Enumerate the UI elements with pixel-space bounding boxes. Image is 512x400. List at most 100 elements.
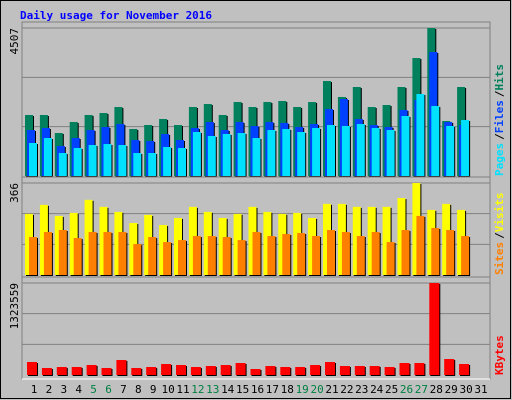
- bar: [205, 365, 216, 375]
- bar: [252, 138, 261, 176]
- bar: [416, 94, 425, 176]
- y-tick-label: 4507: [8, 28, 21, 55]
- bar: [148, 153, 157, 176]
- bar: [161, 363, 172, 375]
- bar: [43, 232, 52, 275]
- bar: [163, 242, 172, 275]
- bar: [190, 366, 201, 375]
- bar: [86, 364, 97, 375]
- bar: [207, 236, 216, 275]
- bar: [297, 131, 306, 176]
- bar: [416, 215, 425, 275]
- bar: [163, 147, 172, 176]
- x-tick-label: 5: [90, 383, 97, 396]
- chart-title: Daily usage for November 2016: [20, 9, 212, 22]
- bar: [133, 153, 142, 176]
- bar: [386, 242, 395, 275]
- bar: [371, 232, 380, 275]
- bar: [146, 366, 157, 375]
- bar: [341, 232, 350, 275]
- x-tick-label: 3: [60, 383, 67, 396]
- bar: [401, 230, 410, 275]
- x-tick-label: 30: [459, 383, 472, 396]
- bar: [312, 236, 321, 275]
- bar: [401, 116, 410, 176]
- bar: [282, 129, 291, 176]
- bar: [103, 144, 112, 176]
- bar: [73, 238, 82, 275]
- legend: Pages/Files/Hits: [493, 64, 506, 176]
- bar: [341, 125, 350, 176]
- bar: [399, 362, 410, 375]
- x-tick-label: 15: [236, 383, 249, 396]
- bar: [310, 364, 321, 375]
- x-tick-label: 13: [206, 383, 219, 396]
- legend-entry: Visits: [493, 193, 506, 233]
- bar: [29, 237, 37, 275]
- bar: [58, 153, 67, 176]
- bar: [220, 364, 231, 375]
- bar: [222, 134, 231, 176]
- bar: [88, 145, 97, 176]
- legend-separator: /: [493, 232, 506, 239]
- x-tick-label: 17: [266, 383, 279, 396]
- legend-entry: Hits: [493, 64, 506, 91]
- bar: [280, 366, 291, 375]
- bar: [325, 361, 335, 375]
- bar: [312, 127, 321, 176]
- x-tick-label: 12: [191, 383, 204, 396]
- x-tick-label: 23: [355, 383, 368, 396]
- bar: [58, 230, 67, 275]
- bar: [103, 232, 112, 275]
- x-tick-label: 7: [120, 383, 127, 396]
- bar: [369, 365, 380, 375]
- bar: [133, 244, 142, 275]
- x-tick-label: 18: [281, 383, 294, 396]
- bar: [192, 131, 201, 176]
- bar: [459, 363, 470, 375]
- bar: [295, 366, 306, 375]
- bar: [237, 133, 246, 176]
- bar: [354, 365, 365, 375]
- x-tick-label: 29: [445, 383, 458, 396]
- bar: [148, 237, 157, 275]
- x-tick-label: 28: [430, 383, 443, 396]
- bar: [88, 232, 97, 275]
- bar: [176, 364, 186, 375]
- bar: [414, 362, 425, 375]
- bar: [222, 237, 231, 275]
- bar: [252, 232, 261, 275]
- bar: [71, 366, 82, 375]
- bar: [356, 124, 365, 176]
- x-tick-label: 16: [251, 383, 264, 396]
- bar: [339, 365, 350, 375]
- bar: [444, 358, 455, 375]
- bar: [297, 233, 306, 275]
- bar: [235, 362, 246, 375]
- bar: [41, 367, 52, 375]
- bar: [371, 127, 380, 176]
- bar: [178, 147, 186, 176]
- bar: [386, 129, 395, 176]
- legend-entry: Files: [493, 100, 506, 133]
- x-tick-label: 21: [325, 383, 338, 396]
- bar: [446, 230, 455, 275]
- bar: [29, 142, 37, 176]
- bar: [116, 359, 127, 375]
- bar: [118, 232, 127, 275]
- bar: [327, 125, 335, 176]
- bar: [178, 240, 186, 275]
- legend-entry: Sites: [493, 242, 506, 275]
- bar: [56, 366, 67, 375]
- x-tick-label: 24: [370, 383, 384, 396]
- x-tick-label: 10: [161, 383, 174, 396]
- x-tick-label: 22: [340, 383, 353, 396]
- x-tick-label: 26: [400, 383, 413, 396]
- bar: [327, 230, 335, 275]
- x-tick-label: 25: [385, 383, 398, 396]
- bar: [207, 136, 216, 176]
- x-tick-label: 8: [135, 383, 142, 396]
- legend: Sites /Visits: [493, 193, 506, 276]
- bar: [101, 367, 112, 375]
- bar: [237, 240, 246, 275]
